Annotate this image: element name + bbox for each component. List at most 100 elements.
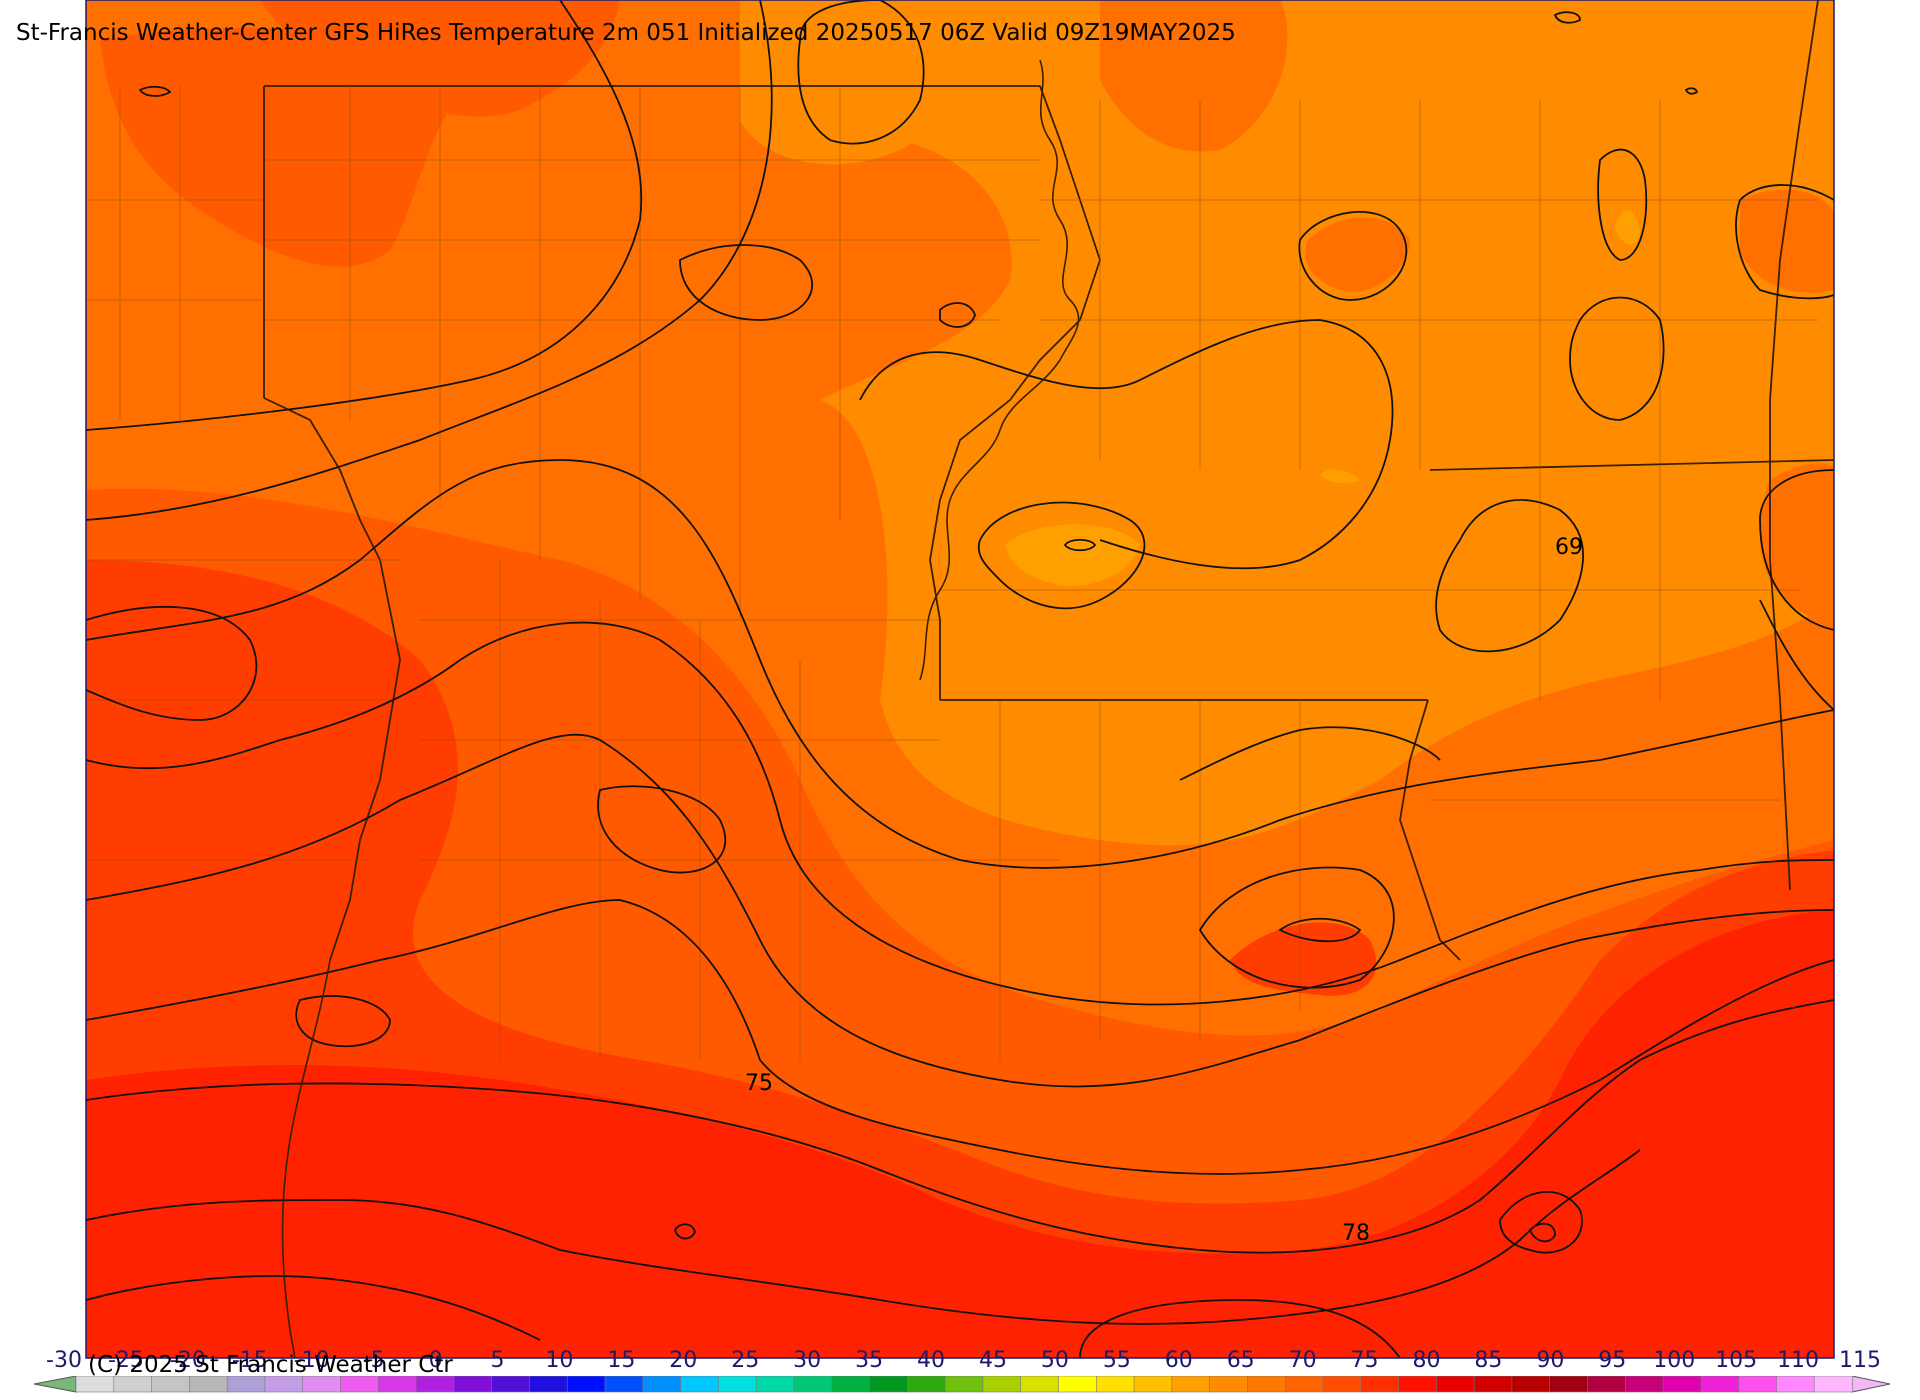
colorbar-swatch — [1095, 1376, 1135, 1393]
colorbar-swatch — [1738, 1376, 1778, 1393]
colorbar-swatch — [1511, 1376, 1551, 1393]
colorbar — [33, 1376, 1891, 1393]
colorbar-swatch — [1398, 1376, 1438, 1393]
colorbar-swatch — [453, 1376, 493, 1393]
colorbar-right-arrow — [1851, 1376, 1891, 1393]
colorbar-swatch — [491, 1376, 531, 1393]
colorbar-tick-label: 35 — [855, 1348, 884, 1373]
colorbar-swatch — [1624, 1376, 1664, 1393]
colorbar-tick-label: 45 — [978, 1348, 1007, 1373]
cooler-spot-east — [1615, 210, 1640, 245]
contour-label-69: 69 — [1555, 535, 1583, 560]
colorbar-tick-label: 105 — [1715, 1348, 1758, 1373]
colorbar-swatch — [226, 1376, 266, 1393]
warm-pocket-northeast — [1100, 0, 1288, 152]
colorbar-labels: -30 -25 -20 -15 -10 -5 0 5 10 15 20 25 30 35 40 45 50 55 6… — [0, 1348, 1920, 1376]
isotherm-contours — [85, 0, 1835, 1359]
colorbar-swatch — [718, 1376, 758, 1393]
colorbar-swatch — [415, 1376, 455, 1393]
colorbar-swatch — [1436, 1376, 1476, 1393]
warm-zone-north-top — [260, 0, 620, 117]
colorbar-swatch — [604, 1376, 644, 1393]
colorbar-swatch — [755, 1376, 795, 1393]
colorbar-swatch — [151, 1376, 191, 1393]
county-lines — [86, 86, 1818, 1060]
colorbar-swatch — [680, 1376, 720, 1393]
colorbar-tick-label: -20 — [169, 1348, 206, 1373]
colorbar-swatch — [869, 1376, 909, 1393]
colorbar-left-arrow — [33, 1376, 77, 1393]
colorbar-swatch — [1473, 1376, 1513, 1393]
colorbar-swatch — [1776, 1376, 1816, 1393]
colorbar-tick-label: 90 — [1536, 1348, 1565, 1373]
colorbar-swatch — [1133, 1376, 1173, 1393]
colorbar-swatch — [831, 1376, 871, 1393]
colorbar-swatch — [113, 1376, 153, 1393]
colorbar-tick-label: 20 — [669, 1348, 698, 1373]
colorbar-swatch — [1549, 1376, 1589, 1393]
colorbar-swatch — [529, 1376, 569, 1393]
rivers — [281, 59, 1080, 1359]
colorbar-tick-label: 60 — [1164, 1348, 1193, 1373]
copyright-text: (C) 2025 St Francis Weather Ctr — [88, 1352, 453, 1378]
colorbar-swatch — [264, 1376, 304, 1393]
colorbar-swatch — [1209, 1376, 1249, 1393]
contour-label-78: 78 — [1342, 1221, 1370, 1246]
cooler-spot-east-small — [1320, 469, 1360, 484]
colorbar-swatch — [1322, 1376, 1362, 1393]
colorbar-tick-label: 40 — [917, 1348, 946, 1373]
contour-label-75: 75 — [745, 1071, 773, 1096]
warm-pocket-far-east — [1740, 189, 1834, 293]
cool-zone-central-east — [760, 0, 1834, 846]
warm-pocket-east — [1305, 217, 1410, 292]
colorbar-swatch — [1700, 1376, 1740, 1393]
colorbar-swatch — [189, 1376, 229, 1393]
colorbar-tick-label: 15 — [607, 1348, 636, 1373]
map-frame — [85, 0, 1835, 1359]
colorbar-tick-label: -30 — [46, 1348, 82, 1373]
colorbar-swatch — [793, 1376, 833, 1393]
colorbar-tick-label: 50 — [1040, 1348, 1069, 1373]
colorbar-tick-label: 80 — [1412, 1348, 1441, 1373]
colorbar-tick-label: -5 — [362, 1348, 385, 1373]
cooler-spot-central — [1005, 524, 1140, 586]
colorbar-tick-label: 0 — [428, 1348, 443, 1373]
warm-pocket-east-mid — [1760, 463, 1834, 620]
colorbar-swatch — [1284, 1376, 1324, 1393]
colorbar-swatch — [1058, 1376, 1098, 1393]
colorbar-tick-label: 110 — [1777, 1348, 1820, 1373]
colorbar-tick-label: 25 — [731, 1348, 760, 1373]
colorbar-tick-label: 95 — [1598, 1348, 1627, 1373]
colorbar-tick-label: 55 — [1102, 1348, 1131, 1373]
colorbar-swatch — [340, 1376, 380, 1393]
colorbar-swatch — [566, 1376, 606, 1393]
colorbar-swatch — [1171, 1376, 1211, 1393]
colorbar-swatch — [944, 1376, 984, 1393]
colorbar-swatch — [907, 1376, 947, 1393]
colorbar-tick-label: 65 — [1226, 1348, 1255, 1373]
colorbar-swatch — [982, 1376, 1022, 1393]
colorbar-tick-label: 70 — [1288, 1348, 1317, 1373]
map-title: St-Francis Weather-Center GFS HiRes Temp… — [16, 20, 1236, 46]
colorbar-tick-label: -15 — [231, 1348, 268, 1373]
colorbar-swatch — [302, 1376, 342, 1393]
colorbar-swatch — [1247, 1376, 1287, 1393]
colorbar-tick-label: -10 — [293, 1348, 330, 1373]
colorbar-swatch — [642, 1376, 682, 1393]
colorbar-tick-label: -25 — [107, 1348, 144, 1373]
colorbar-tick-label: 75 — [1350, 1348, 1379, 1373]
cool-zone-north-central — [740, 0, 968, 165]
colorbar-tick-label: 100 — [1653, 1348, 1696, 1373]
colorbar-tick-label: 30 — [793, 1348, 822, 1373]
colorbar-swatch — [1662, 1376, 1702, 1393]
colorbar-tick-label: 5 — [490, 1348, 505, 1373]
colorbar-swatch — [1813, 1376, 1853, 1393]
colorbar-swatch — [1360, 1376, 1400, 1393]
colorbar-swatch — [1020, 1376, 1060, 1393]
colorbar-swatch — [75, 1376, 115, 1393]
very-hot-zone-gulf — [86, 910, 1834, 1358]
colorbar-tick-label: 115 — [1839, 1348, 1881, 1373]
colorbar-swatch — [1587, 1376, 1627, 1393]
colorbar-tick-label: 85 — [1474, 1348, 1503, 1373]
